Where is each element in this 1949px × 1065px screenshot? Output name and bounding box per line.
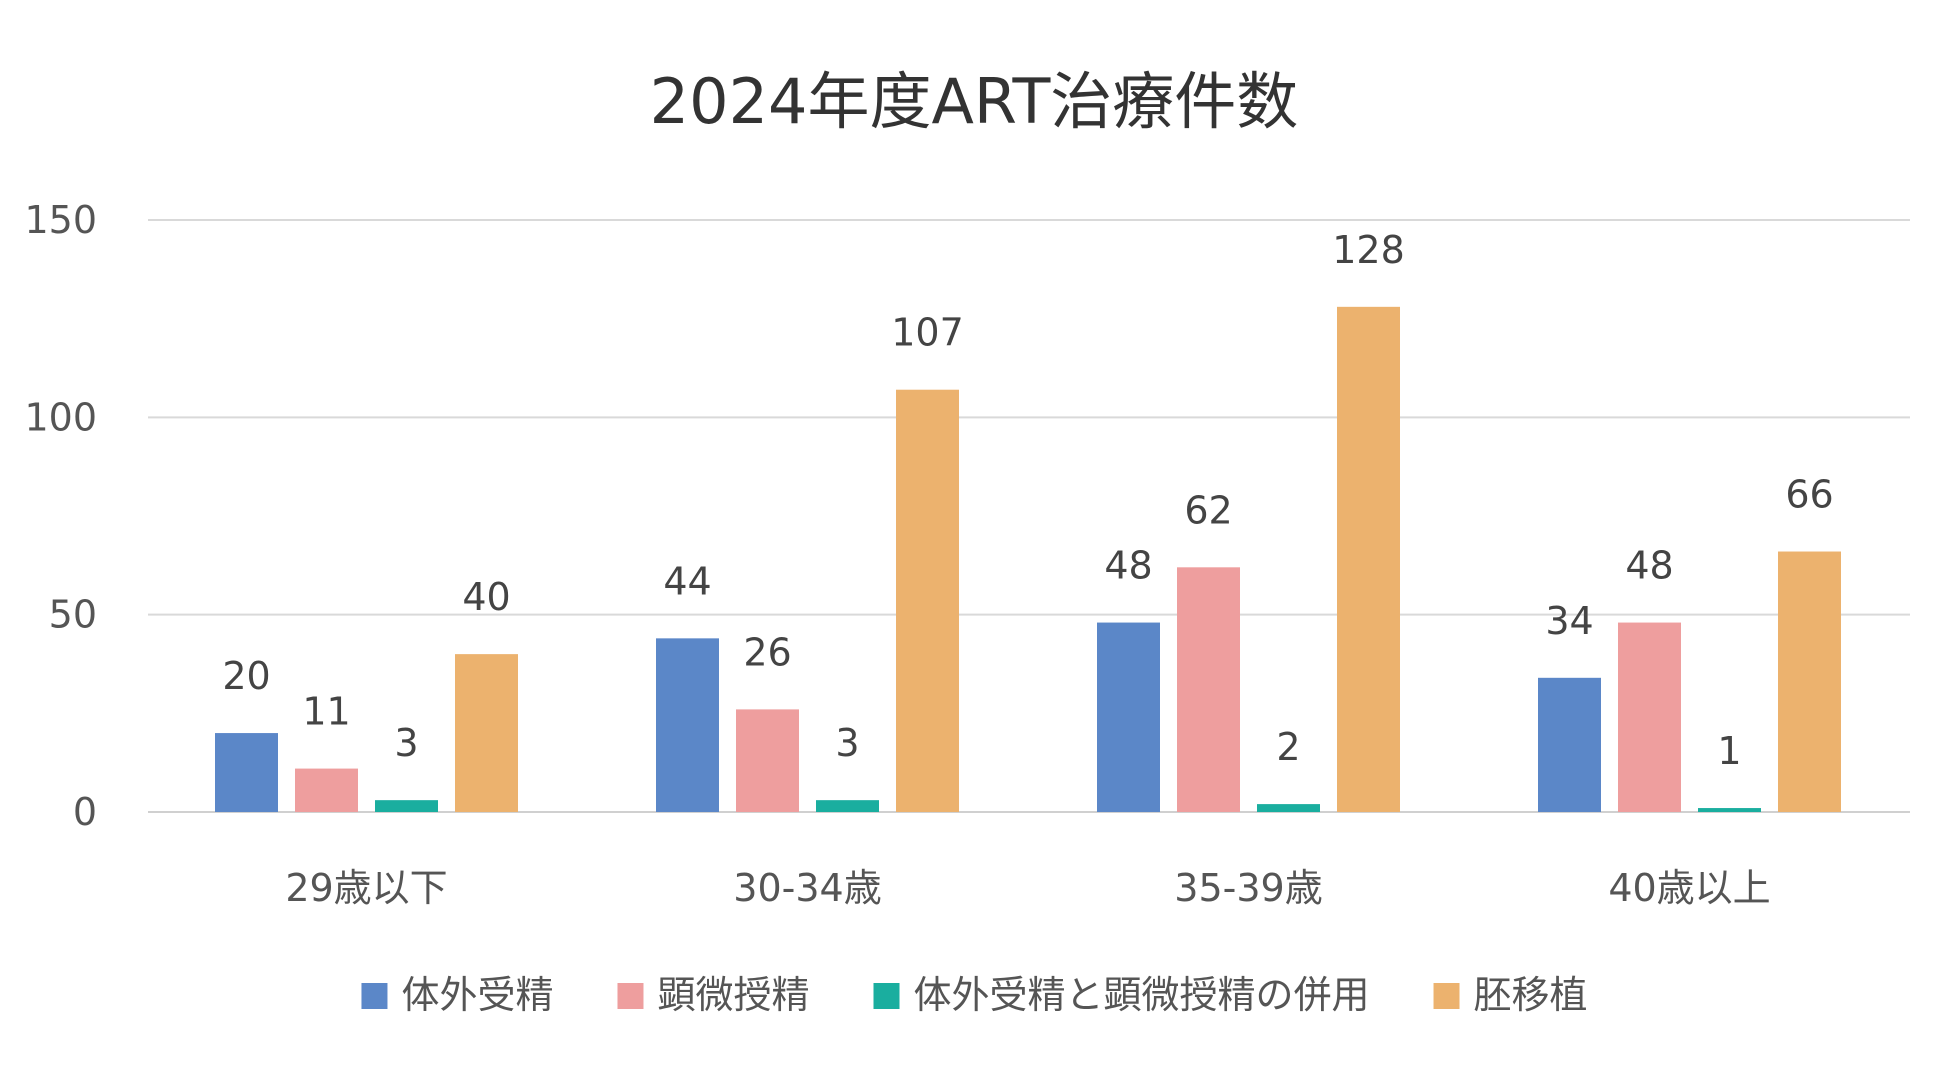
data-label: 34 — [1545, 599, 1593, 643]
y-tick-label: 0 — [73, 790, 97, 834]
bar — [295, 768, 358, 812]
legend-item: 体外受精 — [361, 973, 553, 1017]
data-label: 66 — [1785, 473, 1833, 517]
data-label: 62 — [1184, 488, 1232, 532]
legend-item: 体外受精と顕微授精の併用 — [873, 973, 1370, 1017]
data-label: 1 — [1717, 729, 1741, 773]
data-label: 128 — [1332, 228, 1405, 272]
y-tick-label: 100 — [24, 395, 97, 439]
bar — [656, 638, 719, 812]
legend-swatch — [617, 983, 644, 1009]
data-labels: 20 11 3 40 44 26 3 107 48 62 2 128 34 48 1 66 — [222, 228, 1833, 773]
bar — [1177, 567, 1240, 812]
bar — [375, 800, 438, 812]
category-label: 35-39歳 — [1174, 866, 1322, 910]
bar — [215, 733, 278, 812]
bar — [1097, 622, 1160, 812]
data-label: 26 — [743, 630, 791, 674]
legend-swatch — [873, 983, 900, 1009]
legend-label: 顕微授精 — [657, 973, 809, 1017]
legend-swatch — [1433, 983, 1460, 1009]
chart-title: 2024年度ART治療件数 — [650, 65, 1299, 138]
category-labels: 29歳以下 30-34歳 35-39歳 40歳以上 — [285, 866, 1770, 910]
legend-item: 胚移植 — [1433, 973, 1588, 1017]
bar — [1257, 804, 1320, 812]
category-label: 40歳以上 — [1608, 866, 1770, 910]
bar — [1618, 622, 1681, 812]
data-label: 40 — [462, 575, 510, 619]
bars — [215, 306, 1841, 812]
legend-label: 体外受精と顕微授精の併用 — [914, 973, 1370, 1017]
legend-item: 顕微授精 — [617, 973, 810, 1017]
bar — [816, 800, 879, 812]
data-label: 2 — [1276, 725, 1300, 769]
category-label: 29歳以下 — [285, 866, 447, 910]
bar — [896, 389, 959, 812]
category-label: 30-34歳 — [733, 866, 881, 910]
y-tick-label: 150 — [24, 198, 97, 242]
data-label: 3 — [394, 721, 418, 765]
data-label: 20 — [222, 654, 270, 698]
bar — [455, 654, 518, 812]
legend-label: 体外受精 — [401, 973, 553, 1017]
y-tick-label: 50 — [49, 593, 97, 637]
bar — [736, 709, 799, 812]
legend-swatch — [361, 983, 388, 1009]
data-label: 44 — [663, 559, 711, 603]
legend: 体外受精 顕微授精 体外受精と顕微授精の併用 胚移植 — [361, 973, 1588, 1017]
data-label: 3 — [835, 721, 859, 765]
bar — [1778, 551, 1841, 812]
bar — [1538, 677, 1601, 812]
gridlines — [148, 219, 1910, 813]
data-label: 48 — [1104, 544, 1152, 588]
bar — [1337, 306, 1400, 812]
data-label: 48 — [1625, 544, 1673, 588]
bar — [1698, 808, 1761, 812]
y-axis-ticks: 0 50 100 150 — [24, 198, 97, 834]
data-label: 107 — [891, 311, 964, 355]
legend-label: 胚移植 — [1474, 973, 1588, 1017]
data-label: 11 — [302, 690, 350, 734]
